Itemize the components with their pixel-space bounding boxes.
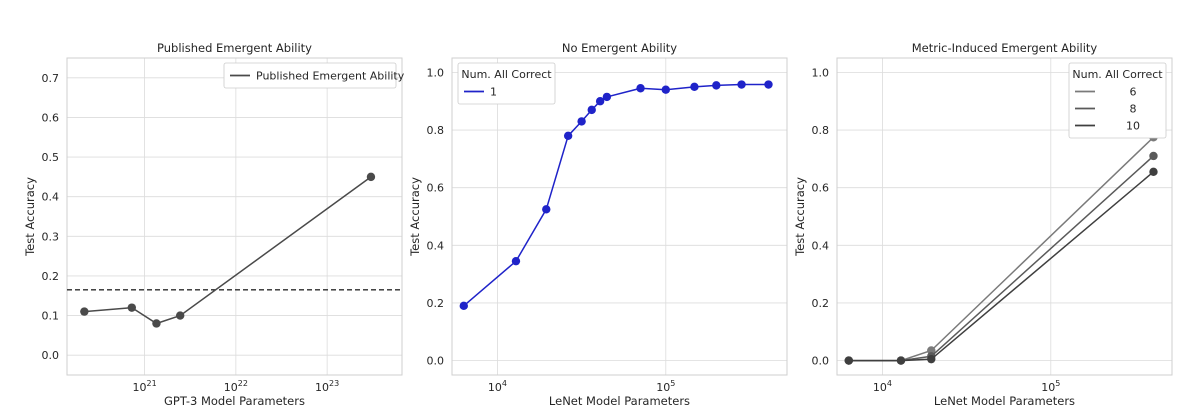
y-tick-label: 0.4 — [812, 239, 830, 252]
chart-panel-1: 0.0 0.1 0.2 0.3 0.4 0.5 0.6 0.7 1021 1022 1023 Publ… — [23, 41, 405, 408]
y-tick-label: 0.2 — [427, 297, 445, 310]
data-point — [542, 205, 551, 214]
data-point — [896, 356, 906, 365]
data-point — [764, 80, 773, 89]
y-tick-label: 0.3 — [42, 230, 60, 243]
data-point — [927, 354, 936, 364]
data-point — [80, 307, 89, 316]
y-tick-label: 0.7 — [42, 72, 60, 85]
y-tick-label: 0.8 — [427, 124, 445, 137]
data-point — [927, 346, 936, 355]
data-point — [602, 92, 612, 102]
series-line-1 — [463, 83, 769, 307]
legend: Num. All Correct 6 8 10 — [1068, 62, 1167, 139]
y-tick-label: 0.6 — [812, 182, 830, 195]
data-point — [577, 117, 586, 126]
data-point — [175, 311, 185, 320]
x-tick-label: 1023 — [315, 379, 339, 394]
legend-box — [457, 62, 556, 105]
legend-title: Num. All Correct — [461, 68, 552, 81]
y-tick-label: 0.4 — [427, 239, 445, 252]
y-tick-label: 1.0 — [427, 66, 445, 79]
data-point — [1149, 167, 1158, 177]
y-tick-label: 0.1 — [42, 310, 60, 323]
y-axis-label: Test Accuracy — [793, 177, 807, 257]
data-point — [661, 85, 670, 94]
legend-entry-label: 10 — [1126, 120, 1140, 133]
x-tick-label: 1021 — [132, 379, 156, 394]
x-axis-label: GPT-3 Model Parameters — [164, 394, 305, 408]
data-point — [127, 303, 137, 312]
legend-entry-label: 1 — [490, 86, 497, 99]
chart-panel-3: 0.0 0.2 0.4 0.6 0.8 1.0 104 105 Metric-Induced E… — [793, 41, 1173, 408]
x-tick-label: 1022 — [224, 379, 248, 394]
data-point — [636, 84, 645, 93]
series-line-8 — [848, 155, 1154, 362]
x-tick-label: 104 — [488, 379, 507, 394]
data-point — [459, 301, 468, 311]
y-tick-label: 0.0 — [812, 355, 830, 368]
x-axis-label: LeNet Model Parameters — [549, 394, 690, 408]
x-tick-label: 105 — [1041, 379, 1060, 394]
data-point — [152, 319, 161, 328]
legend-entry-label: Published Emergent Ability — [256, 70, 405, 83]
y-tick-label: 0.8 — [812, 124, 830, 137]
data-point — [511, 256, 521, 266]
data-point — [690, 82, 699, 92]
legend-box — [223, 62, 397, 89]
chart-title: No Emergent Ability — [562, 41, 677, 55]
plot-frame — [66, 57, 403, 376]
y-axis-label: Test Accuracy — [408, 177, 422, 257]
plot-frame — [836, 57, 1173, 376]
data-point — [366, 172, 376, 182]
x-tick-label: 105 — [656, 379, 675, 394]
chart-title: Published Emergent Ability — [157, 41, 312, 55]
y-axis-label: Test Accuracy — [23, 177, 37, 257]
series-line-published-emergent-ability — [84, 176, 372, 325]
legend: Published Emergent Ability — [223, 62, 405, 89]
data-point — [737, 80, 746, 89]
x-tick-label: 104 — [873, 379, 892, 394]
y-tick-label: 0.6 — [42, 111, 60, 124]
series-line-6 — [848, 136, 1155, 362]
y-tick-label: 0.4 — [42, 191, 60, 204]
data-point — [587, 105, 596, 115]
legend-entry-label: 6 — [1130, 86, 1137, 99]
chart-title: Metric-Induced Emergent Ability — [912, 41, 1098, 55]
y-tick-label: 0.2 — [812, 297, 830, 310]
y-tick-label: 0.6 — [427, 182, 445, 195]
y-tick-label: 0.5 — [42, 151, 60, 164]
chart-panel-2: 0.0 0.2 0.4 0.6 0.8 1.0 104 105 No Emergent Abil… — [408, 41, 788, 408]
y-tick-label: 0.0 — [427, 355, 445, 368]
legend-box — [1068, 62, 1167, 139]
legend-title: Num. All Correct — [1072, 68, 1163, 81]
legend: Num. All Correct 1 — [457, 62, 556, 105]
data-point — [844, 356, 853, 365]
x-axis-label: LeNet Model Parameters — [934, 394, 1075, 408]
data-point — [595, 97, 605, 106]
y-tick-label: 1.0 — [812, 66, 830, 79]
y-tick-label: 0.0 — [42, 349, 60, 362]
data-point — [712, 81, 721, 90]
data-point — [1149, 151, 1158, 161]
data-point — [563, 131, 573, 141]
plot-frame — [451, 57, 788, 376]
y-tick-label: 0.2 — [42, 270, 60, 283]
legend-entry-label: 8 — [1130, 103, 1137, 116]
series-line-10 — [848, 171, 1154, 362]
